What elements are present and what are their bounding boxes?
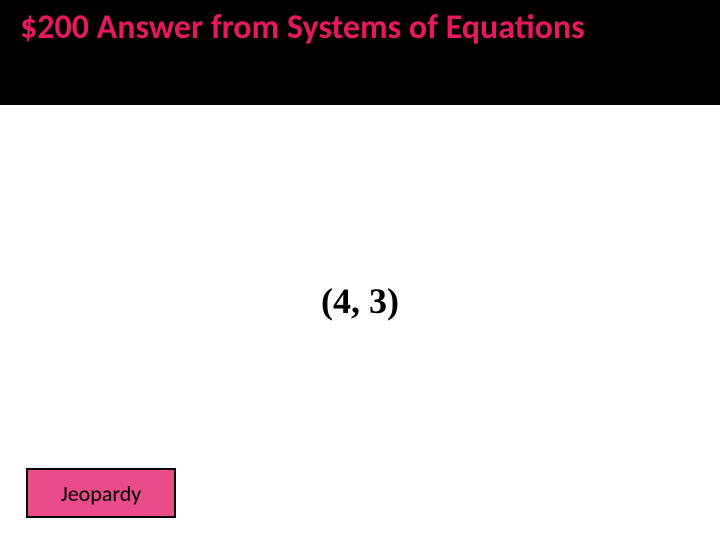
answer-text: (4, 3)	[0, 280, 720, 322]
title-bar: $200 Answer from Systems of Equations	[0, 0, 720, 105]
jeopardy-button[interactable]: Jeopardy	[26, 468, 176, 518]
jeopardy-button-label: Jeopardy	[61, 480, 142, 507]
slide-title: $200 Answer from Systems of Equations	[20, 8, 700, 47]
